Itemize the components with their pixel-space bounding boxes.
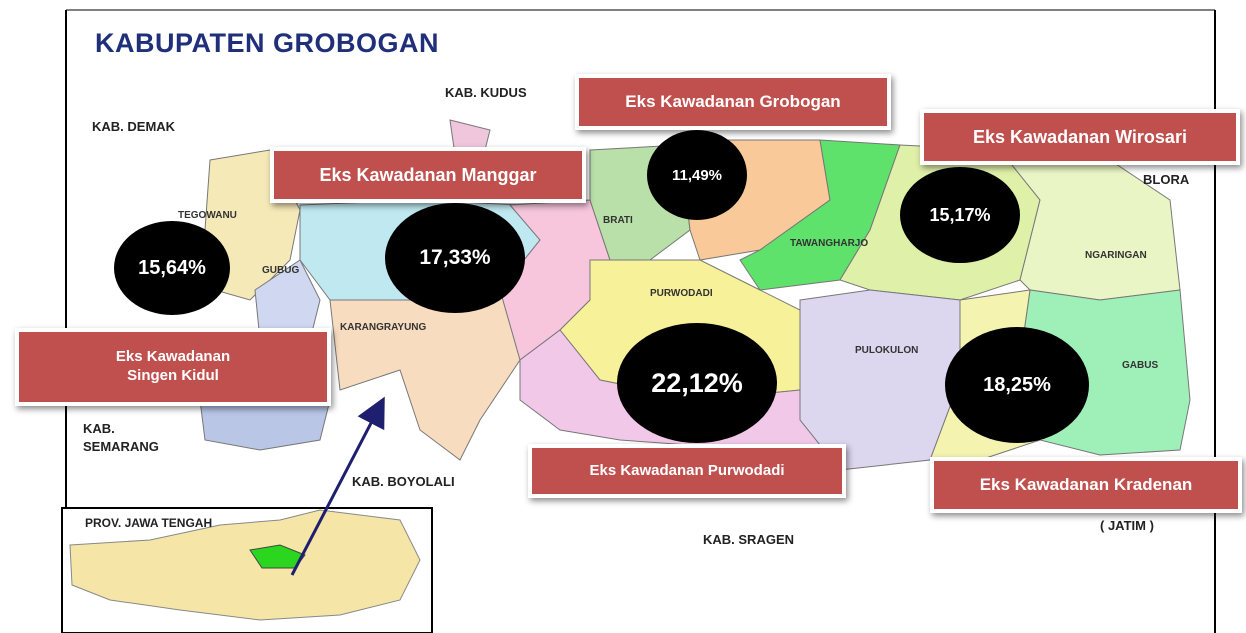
region-callout: Eks Kawadanan Grobogan bbox=[575, 74, 891, 130]
region-callout: Eks Kawadanan Manggar bbox=[270, 147, 586, 203]
share-circle: 17,33% bbox=[385, 203, 525, 313]
region-callout: Eks Kawadanan Kradenan bbox=[930, 457, 1242, 513]
neighbor-label: BLORA bbox=[1143, 172, 1190, 187]
neighbor-label: ( JATIM ) bbox=[1100, 518, 1154, 533]
district-label: KARANGRAYUNG bbox=[340, 322, 427, 333]
share-circle: 18,25% bbox=[945, 327, 1089, 443]
district-label: GUBUG bbox=[262, 265, 300, 276]
share-circle: 15,64% bbox=[114, 221, 230, 315]
share-circle: 22,12% bbox=[617, 323, 777, 443]
district-label: PULOKULON bbox=[855, 345, 919, 356]
district-label: GABUS bbox=[1122, 360, 1159, 371]
neighbor-label: KAB. KUDUS bbox=[445, 85, 527, 100]
region-callout: Eks Kawadanan Purwodadi bbox=[528, 444, 846, 498]
district-label: TEGOWANU bbox=[178, 210, 237, 221]
neighbor-label: KAB. BOYOLALI bbox=[352, 474, 455, 489]
region-callout: Eks Kawadanan Wirosari bbox=[920, 109, 1240, 165]
district-label: PURWODADI bbox=[650, 288, 713, 299]
share-circle: 11,49% bbox=[647, 130, 747, 220]
inset-province bbox=[69, 509, 421, 621]
pointer-arrow bbox=[290, 396, 385, 576]
inset-label: PROV. JAWA TENGAH bbox=[85, 516, 213, 530]
neighbor-label: KAB. SRAGEN bbox=[703, 532, 795, 547]
district-label: NGARINGAN bbox=[1085, 250, 1147, 261]
region-callout: Eks Kawadanan Singen Kidul bbox=[15, 328, 331, 406]
share-circle: 15,17% bbox=[900, 167, 1020, 263]
district bbox=[329, 289, 521, 461]
map-title: KABUPATEN GROBOGAN bbox=[95, 28, 439, 58]
district-label: TAWANGHARJO bbox=[790, 238, 869, 249]
neighbor-label: KAB. SEMARANG bbox=[83, 421, 159, 454]
neighbor-label: KAB. DEMAK bbox=[92, 119, 176, 134]
district-label: BRATI bbox=[603, 215, 633, 226]
inset bbox=[61, 507, 433, 633]
